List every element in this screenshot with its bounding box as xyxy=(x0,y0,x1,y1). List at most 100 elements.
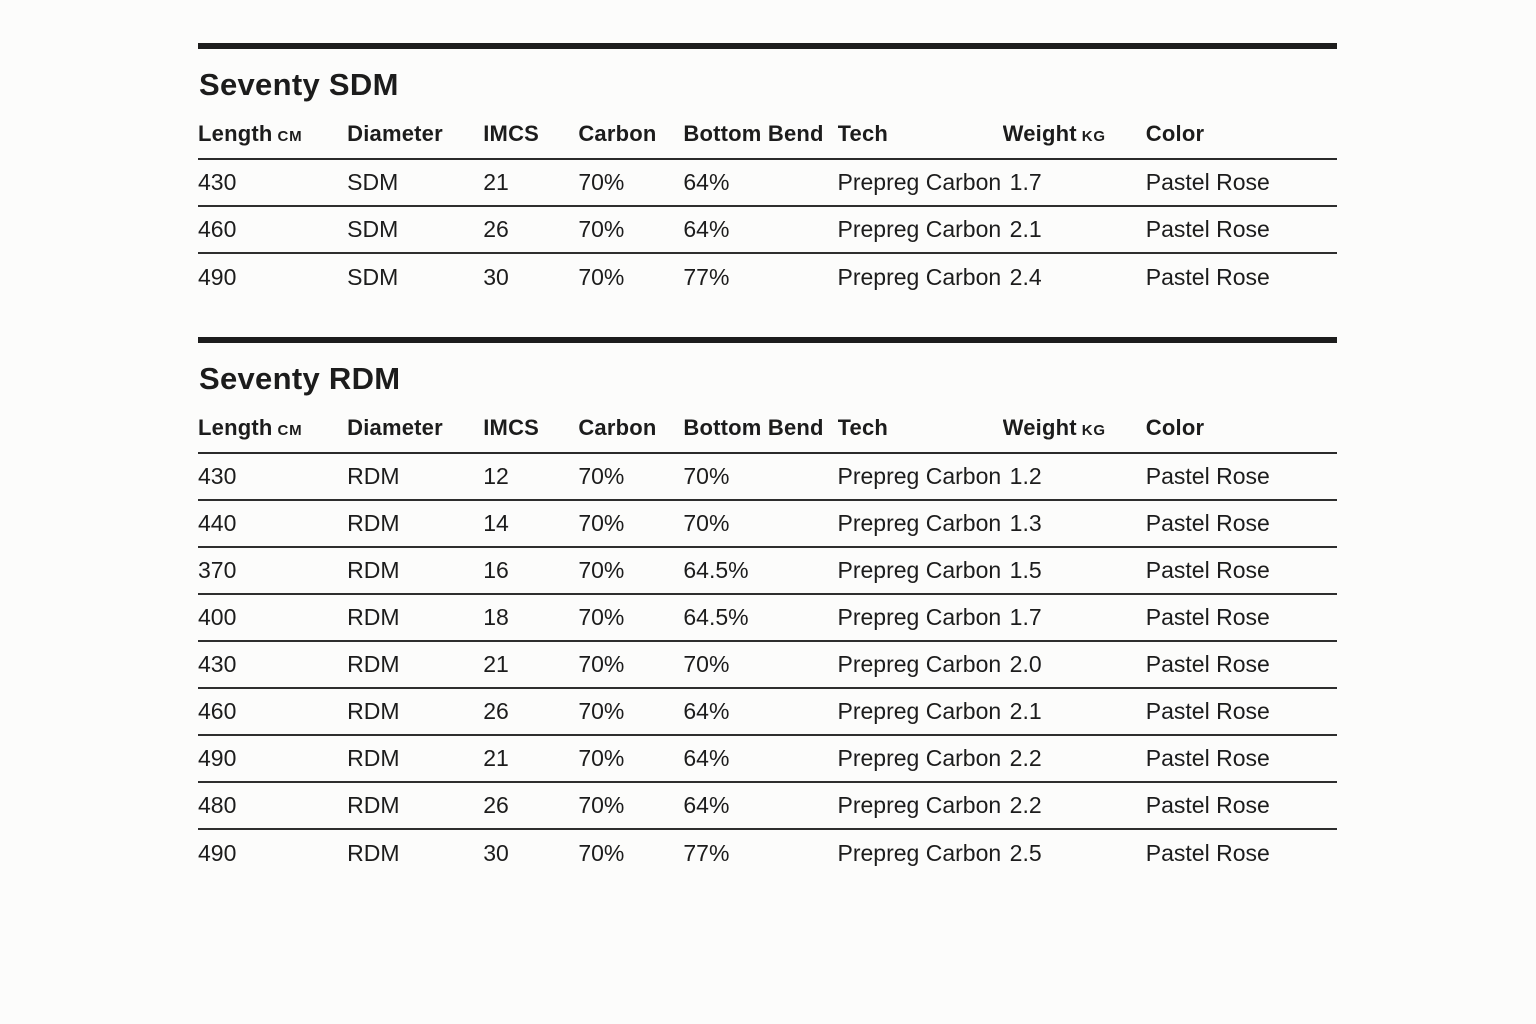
table-cell: 70% xyxy=(578,594,684,642)
table-cell: 21 xyxy=(483,159,579,207)
column-header-carbon: Carbon xyxy=(578,415,684,454)
column-header-length: Length CM xyxy=(198,121,348,160)
table-cell: 1.7 xyxy=(1002,594,1146,642)
table-cell: 21 xyxy=(483,735,579,783)
table-cell: 1.5 xyxy=(1002,547,1146,595)
table-cell: 70% xyxy=(683,453,838,501)
table-cell: 460 xyxy=(198,206,348,254)
table-cell: 18 xyxy=(483,594,579,642)
table-cell: 16 xyxy=(483,547,579,595)
table-row: 370 RDM 16 70% 64.5% Prepreg Carbon 1.5 Pastel … xyxy=(198,547,1337,595)
table-cell: 30 xyxy=(483,839,509,866)
table-cell: 70% xyxy=(578,453,684,501)
table-section-seventy-sdm: Seventy SDM Length CM Diameter IMCS Carbon B… xyxy=(198,43,1337,300)
table-cell: 64% xyxy=(683,206,838,254)
table-cell: Prepreg Carbon xyxy=(837,594,1003,642)
spec-sheet: Seventy SDM Length CM Diameter IMCS Carbon B… xyxy=(198,0,1337,1024)
table-cell: 70% xyxy=(578,206,684,254)
table-cell: 64.5% xyxy=(683,547,838,595)
table-row: 460 SDM 26 70% 64% Prepreg Carbon 2.1 Pastel Ro… xyxy=(198,206,1337,254)
table-cell: Pastel Rose xyxy=(1145,453,1337,501)
table-cell: 70% xyxy=(683,500,838,548)
table-cell: 77% xyxy=(683,839,730,866)
table-cell: 77% xyxy=(683,263,730,290)
column-header-color: Color xyxy=(1145,415,1337,454)
table-cell: Prepreg Carbon xyxy=(837,839,1002,866)
table-cell: Prepreg Carbon xyxy=(837,263,1002,290)
table-cell: SDM xyxy=(347,263,399,290)
table-row: 430 RDM 12 70% 70% Prepreg Carbon 1.2 Pastel Ro… xyxy=(198,453,1337,501)
table-cell: Prepreg Carbon xyxy=(837,500,1003,548)
table-cell: 26 xyxy=(483,688,579,736)
table-cell: Pastel Rose xyxy=(1145,641,1337,689)
table-cell: 70% xyxy=(578,782,684,830)
spec-table-seventy-rdm: Length CM Diameter IMCS Carbon Bottom Bend Te… xyxy=(198,415,1337,876)
table-cell: 2.2 xyxy=(1002,735,1146,783)
table-cell: 70% xyxy=(578,547,684,595)
table-cell: Pastel Rose xyxy=(1145,263,1270,290)
column-header-carbon: Carbon xyxy=(578,121,684,160)
table-cell: 70% xyxy=(683,641,838,689)
table-cell: 1.7 xyxy=(1002,159,1146,207)
column-header-tech: Tech xyxy=(837,415,1003,454)
unit-label: CM xyxy=(272,422,303,439)
table-cell: 14 xyxy=(483,500,579,548)
table-cell: SDM xyxy=(347,206,484,254)
column-header-bottom-bend: Bottom Bend xyxy=(683,415,838,454)
table-cell: Pastel Rose xyxy=(1145,688,1337,736)
table-cell: 64% xyxy=(683,688,838,736)
table-cell: 70% xyxy=(578,688,684,736)
table-cell: Pastel Rose xyxy=(1145,547,1337,595)
table-cell: 2.1 xyxy=(1002,206,1146,254)
table-row: 480 RDM 26 70% 64% Prepreg Carbon 2.2 Pastel Ro… xyxy=(198,782,1337,830)
table-cell: 70% xyxy=(578,641,684,689)
column-header-imcs: IMCS xyxy=(483,121,579,160)
table-cell: Prepreg Carbon xyxy=(837,159,1003,207)
table-cell: RDM xyxy=(347,453,484,501)
table-cell: 2.5 xyxy=(1009,839,1042,866)
table-cell: 26 xyxy=(483,206,579,254)
table-cell: RDM xyxy=(347,782,484,830)
table-cell: 490 xyxy=(198,263,237,290)
column-header-weight: Weight KG xyxy=(1002,415,1146,454)
table-cell: Prepreg Carbon xyxy=(837,206,1003,254)
table-cell: Pastel Rose xyxy=(1145,206,1337,254)
table-cell: Prepreg Carbon xyxy=(837,641,1003,689)
table-cell: 430 xyxy=(198,453,348,501)
section-title: Seventy RDM xyxy=(199,361,401,396)
table-cell: 430 xyxy=(198,641,348,689)
column-header-diameter: Diameter xyxy=(347,121,484,160)
table-row: 490 RDM 30 70% 77% Prepreg Carbon 2.5 Pastel Ro… xyxy=(198,829,1337,876)
table-row: 400 RDM 18 70% 64.5% Prepreg Carbon 1.7 Pastel … xyxy=(198,594,1337,642)
table-cell: Pastel Rose xyxy=(1145,839,1270,866)
table-cell: RDM xyxy=(347,641,484,689)
table-cell: 70% xyxy=(578,159,684,207)
column-header-weight: Weight KG xyxy=(1002,121,1146,160)
table-cell: 70% xyxy=(578,263,625,290)
table-cell: RDM xyxy=(347,688,484,736)
table-cell: 400 xyxy=(198,594,348,642)
table-cell: Prepreg Carbon xyxy=(837,735,1003,783)
table-cell: RDM xyxy=(347,594,484,642)
section-title: Seventy SDM xyxy=(199,67,399,102)
table-cell: Pastel Rose xyxy=(1145,159,1337,207)
section-divider xyxy=(198,43,1337,49)
table-row: 430 RDM 21 70% 70% Prepreg Carbon 2.0 Pastel Ro… xyxy=(198,641,1337,689)
table-cell: 70% xyxy=(578,839,625,866)
unit-label: CM xyxy=(272,128,303,145)
table-cell: Pastel Rose xyxy=(1145,500,1337,548)
table-cell: RDM xyxy=(347,839,400,866)
table-cell: 460 xyxy=(198,688,348,736)
table-cell: 64% xyxy=(683,735,838,783)
table-cell: Prepreg Carbon xyxy=(837,782,1003,830)
column-header-diameter: Diameter xyxy=(347,415,484,454)
table-cell: 64% xyxy=(683,782,838,830)
unit-label: KG xyxy=(1076,128,1106,145)
column-header-length: Length CM xyxy=(198,415,348,454)
table-cell: 2.1 xyxy=(1002,688,1146,736)
table-cell: Pastel Rose xyxy=(1145,594,1337,642)
table-cell: 440 xyxy=(198,500,348,548)
table-cell: 2.4 xyxy=(1009,263,1042,290)
table-cell: 70% xyxy=(578,735,684,783)
table-cell: 2.0 xyxy=(1002,641,1146,689)
